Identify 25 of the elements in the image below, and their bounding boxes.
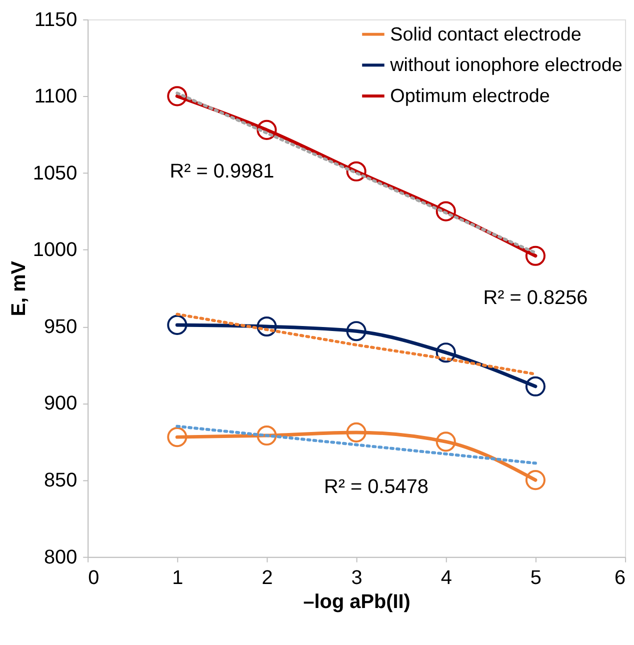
line-series (176, 424, 537, 465)
x-tick-label: 0 (88, 567, 100, 590)
x-tick-label: 4 (440, 567, 452, 590)
y-axis-title: E, mV (8, 260, 30, 316)
annotation: R² = 0.8256 (483, 287, 588, 310)
y-tick-label: 950 (44, 316, 78, 338)
y-tick-label: 900 (44, 392, 78, 415)
y-tick-label: 1000 (32, 239, 78, 262)
line-series (176, 312, 537, 376)
legend-label: Solid contact electrode (390, 24, 582, 46)
legend-label: Optimum electrode (390, 86, 550, 107)
annotation: R² = 0.5478 (324, 476, 428, 498)
y-tick-label: 1050 (32, 162, 78, 184)
x-tick-label: 6 (614, 567, 626, 590)
y-tick-label: 850 (44, 470, 78, 492)
y-tick-label: 1100 (34, 86, 78, 108)
x-tick-label: 3 (351, 567, 362, 590)
annotation: R² = 0.9981 (170, 160, 274, 183)
x-tick-label: 2 (262, 567, 273, 590)
x-tick-label: 1 (172, 567, 184, 590)
y-tick-label: 800 (44, 546, 78, 568)
y-tick-label: 1150 (34, 8, 78, 31)
legend-label: without ionophore electrode (389, 55, 622, 76)
x-tick-label: 5 (530, 567, 542, 590)
x-axis-title: –log aPb(II) (303, 591, 410, 614)
